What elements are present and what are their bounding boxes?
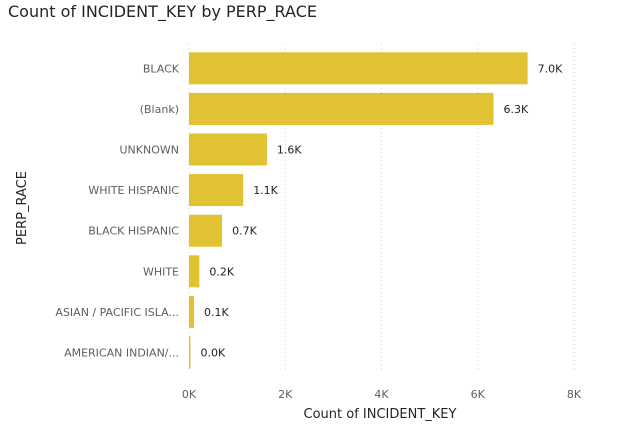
category-label: AMERICAN INDIAN/... [64, 347, 179, 360]
chart-title: Count of INCIDENT_KEY by PERP_RACE [8, 2, 317, 21]
data-label: 1.6K [277, 144, 302, 157]
x-tick-label: 2K [278, 388, 293, 401]
bar[interactable] [189, 255, 200, 288]
y-axis-title: PERP_RACE [15, 171, 30, 245]
x-axis-title: Count of INCIDENT_KEY [304, 407, 457, 422]
bar[interactable] [189, 52, 528, 85]
category-label: ASIAN / PACIFIC ISLA... [55, 306, 179, 319]
category-labels: BLACK (Blank) UNKNOWN WHITE HISPANIC BLACK H… [55, 62, 179, 359]
x-tick-label: 4K [374, 388, 389, 401]
gridlines [188, 44, 575, 372]
bar[interactable] [189, 92, 494, 125]
bars [189, 52, 528, 369]
bar[interactable] [189, 295, 195, 328]
data-label: 1.1K [253, 184, 278, 197]
category-label: (Blank) [140, 103, 179, 116]
data-label: 0.2K [209, 265, 234, 278]
x-tick-labels: 0K 2K 4K 6K 8K [182, 388, 582, 401]
category-label: WHITE HISPANIC [88, 184, 179, 197]
data-label: 6.3K [503, 103, 528, 116]
bar[interactable] [189, 133, 267, 166]
data-label: 0.1K [204, 306, 229, 319]
x-tick-label: 0K [182, 388, 197, 401]
bar[interactable] [189, 214, 223, 247]
bar[interactable] [189, 336, 191, 369]
data-label: 0.0K [201, 347, 226, 360]
category-label: UNKNOWN [120, 144, 180, 157]
data-label: 0.7K [232, 225, 257, 238]
data-labels: 7.0K 6.3K 1.6K 1.1K 0.7K 0.2K 0.1K 0.0K [201, 62, 564, 359]
data-label: 7.0K [538, 62, 563, 75]
category-label: WHITE [143, 265, 179, 278]
x-tick-label: 8K [567, 388, 582, 401]
x-tick-label: 6K [471, 388, 486, 401]
category-label: BLACK HISPANIC [88, 225, 179, 238]
category-label: BLACK [143, 62, 180, 75]
bar[interactable] [189, 174, 244, 207]
